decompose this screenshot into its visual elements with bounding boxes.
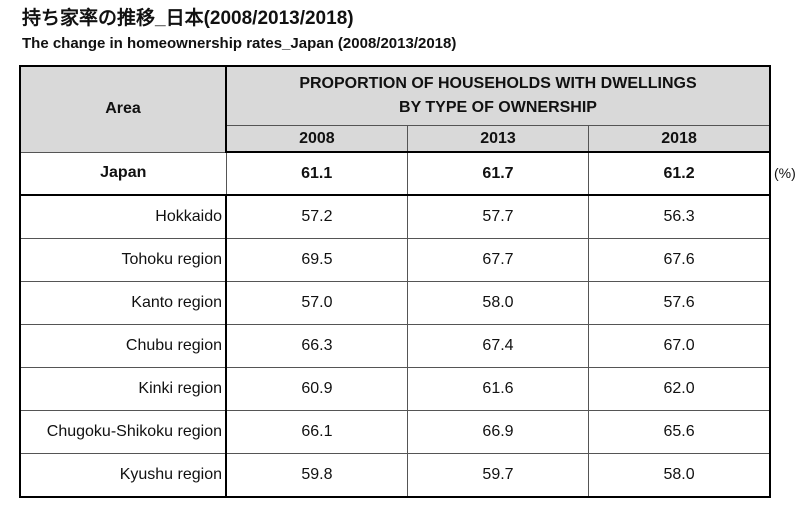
cell: 59.7 xyxy=(406,453,590,498)
row-label: Kinki region xyxy=(19,367,227,411)
cell: 60.9 xyxy=(225,367,408,411)
table-row: Chugoku-Shikoku region 66.1 66.9 65.6 xyxy=(19,410,771,454)
cell: 66.3 xyxy=(225,324,408,368)
row-label: Chubu region xyxy=(19,324,227,368)
cell: 66.1 xyxy=(225,410,408,454)
table-row: Kanto region 57.0 58.0 57.6 xyxy=(19,281,771,325)
cell: 67.7 xyxy=(406,238,590,282)
subtitle: The change in homeownership rates_Japan … xyxy=(22,35,457,52)
cell: 61.2 xyxy=(588,151,771,196)
row-label: Kyushu region xyxy=(19,453,227,498)
cell: 67.0 xyxy=(588,324,771,368)
column-header: 2008 xyxy=(225,125,408,153)
area-header: Area xyxy=(19,65,227,153)
title: 持ち家率の推移_日本(2008/2013/2018) xyxy=(22,8,354,29)
cell: 58.0 xyxy=(588,453,771,498)
cell: 57.6 xyxy=(588,281,771,325)
cell: 59.8 xyxy=(225,453,408,498)
table: Area PROPORTION OF HOUSEHOLDS WITH DWELLI… xyxy=(19,65,771,498)
cell: 62.0 xyxy=(588,367,771,411)
cell: 69.5 xyxy=(225,238,408,282)
row-label: Tohoku region xyxy=(19,238,227,282)
cell: 66.9 xyxy=(406,410,590,454)
table-row: Kyushu region 59.8 59.7 58.0 xyxy=(19,453,771,498)
table-row: Hokkaido 57.2 57.7 56.3 xyxy=(19,194,771,239)
cell: 58.0 xyxy=(406,281,590,325)
row-label: Chugoku-Shikoku region xyxy=(19,410,227,454)
cell: 57.0 xyxy=(225,281,408,325)
row-label: Japan xyxy=(19,151,227,196)
unit-label: (%) xyxy=(774,165,796,181)
cell: 67.6 xyxy=(588,238,771,282)
group-header-line: PROPORTION OF HOUSEHOLDS WITH DWELLINGS xyxy=(299,75,697,92)
table-row: Kinki region 60.9 61.6 62.0 xyxy=(19,367,771,411)
table-row: Japan 61.1 61.7 61.2 xyxy=(19,151,771,196)
cell: 67.4 xyxy=(406,324,590,368)
header-row: 2008 2013 2018 xyxy=(20,125,771,153)
group-header-line: BY TYPE OF OWNERSHIP xyxy=(399,99,597,116)
cell: 61.1 xyxy=(225,151,408,196)
row-label: Kanto region xyxy=(19,281,227,325)
row-label: Hokkaido xyxy=(19,194,227,239)
cell: 61.6 xyxy=(406,367,590,411)
table-row: Chubu region 66.3 67.4 67.0 xyxy=(19,324,771,368)
column-header: 2018 xyxy=(588,125,771,153)
cell: 65.6 xyxy=(588,410,771,454)
cell: 61.7 xyxy=(406,151,590,196)
column-header: 2013 xyxy=(406,125,590,153)
cell: 57.7 xyxy=(406,194,590,239)
cell: 57.2 xyxy=(225,194,408,239)
group-header: PROPORTION OF HOUSEHOLDS WITH DWELLINGS B… xyxy=(225,65,771,126)
table-row: Tohoku region 69.5 67.7 67.6 xyxy=(19,238,771,282)
header-row: Area PROPORTION OF HOUSEHOLDS WITH DWELLI… xyxy=(19,65,771,153)
cell: 56.3 xyxy=(588,194,771,239)
